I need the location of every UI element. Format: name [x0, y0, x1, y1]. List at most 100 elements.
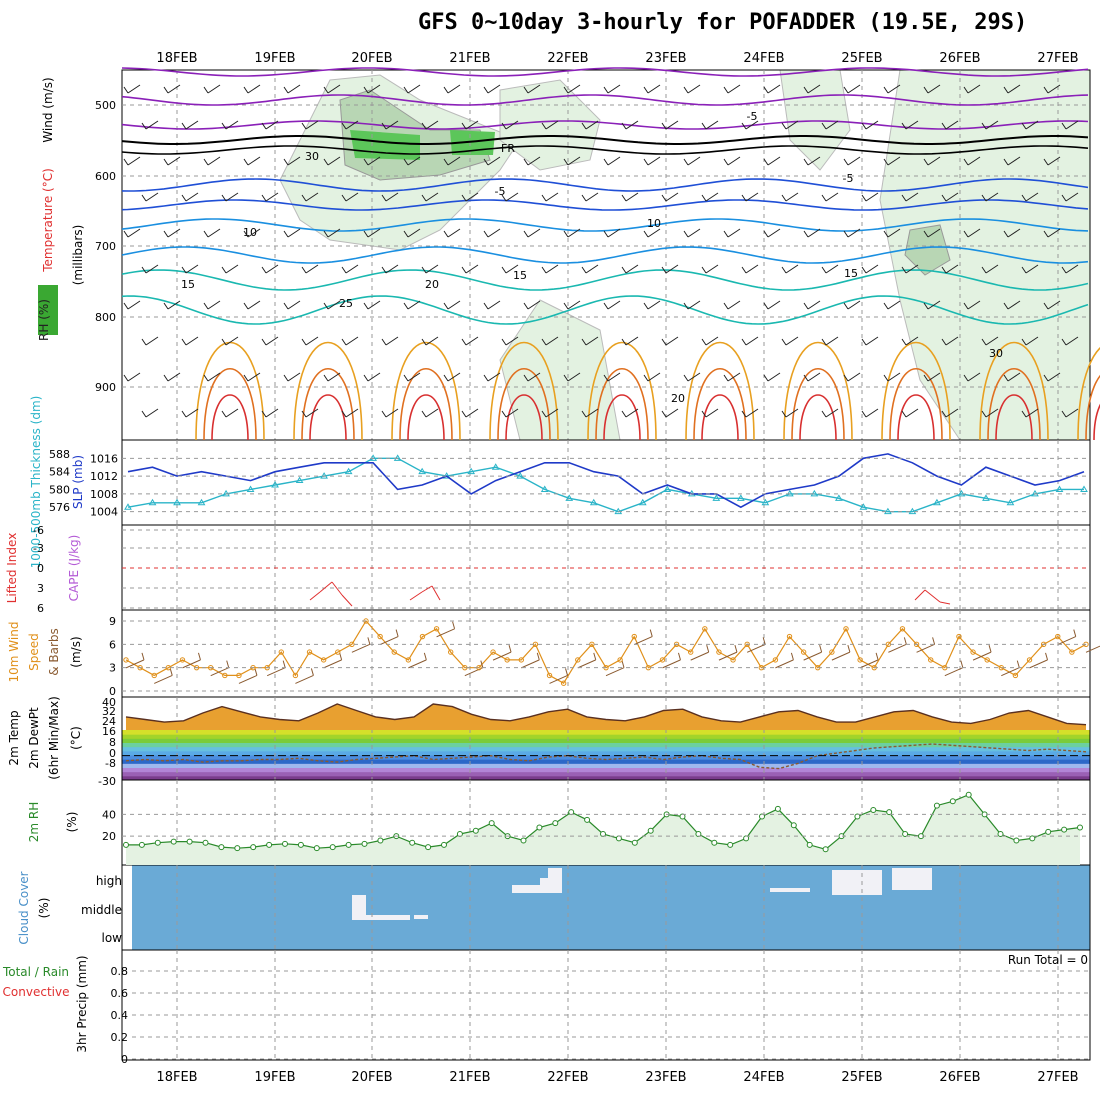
date-label-top: 19FEB	[254, 51, 295, 66]
thickness-tick: 584	[49, 466, 70, 479]
wind-barb-10m	[351, 637, 371, 653]
wind-barb	[283, 228, 301, 238]
axis-label-rh2m-unit: (%)	[65, 812, 79, 833]
wind-barb	[461, 120, 479, 130]
thickness-marker	[933, 498, 941, 506]
wind-barb	[1061, 192, 1079, 202]
rh2m-marker	[1029, 835, 1036, 842]
wind-barb	[941, 120, 959, 130]
wind-barb	[963, 372, 981, 382]
contour-label: 25	[339, 297, 353, 310]
rh2m-marker	[170, 838, 177, 845]
wind-barb	[923, 84, 941, 94]
wind-speed-marker	[433, 626, 440, 632]
wind-barb	[1003, 228, 1021, 238]
cloud-bar	[414, 915, 428, 919]
wind-barb	[563, 156, 581, 166]
temp-color-band	[122, 759, 1090, 764]
wind-barb	[603, 300, 621, 310]
rh2m-marker	[488, 820, 495, 827]
temp-tick: -8	[105, 757, 116, 770]
rh2m-marker	[202, 839, 209, 846]
rh2m-marker	[711, 839, 718, 846]
thickness-marker	[761, 498, 770, 506]
panel-frame-wind	[121, 609, 1091, 698]
wind-barb	[501, 192, 519, 202]
rh2m-marker	[234, 845, 241, 852]
rh2m-marker	[997, 831, 1004, 837]
wind-barb	[221, 336, 239, 346]
wind-barb	[981, 192, 999, 202]
temp-fill	[126, 704, 1086, 730]
surface-temp-contour	[399, 367, 453, 441]
wind-barb-10m	[182, 652, 201, 669]
axis-label-lifted-index: Lifted Index	[5, 533, 19, 604]
rh2m-marker	[902, 831, 909, 837]
rh2m-marker	[186, 838, 193, 845]
wind-speed-marker	[151, 672, 157, 679]
thickness-marker	[589, 498, 598, 506]
thickness-marker	[197, 498, 206, 506]
wind-speed-marker	[1069, 649, 1075, 655]
thickness-marker	[540, 485, 549, 492]
wind-barb-10m	[238, 668, 258, 684]
cloud-bar	[352, 895, 366, 920]
temp-color-band	[122, 738, 1090, 743]
wind-barb	[741, 408, 759, 418]
wind-barb	[163, 156, 181, 166]
surface-temp-contour	[497, 367, 551, 441]
wind-barb-10m	[577, 652, 597, 669]
wind-barb	[981, 264, 999, 274]
wind-barb	[501, 408, 519, 418]
wind-barb	[821, 408, 839, 418]
pressure-tick: 900	[95, 381, 116, 394]
wind-barb	[643, 84, 661, 94]
lifted-index-line	[914, 589, 926, 601]
wind-barb	[763, 300, 781, 310]
wind-barb	[581, 336, 599, 346]
wind-barb	[323, 228, 341, 238]
wind-barb	[1043, 228, 1061, 238]
wind-barb	[803, 84, 821, 94]
lifted-index-line	[431, 585, 441, 601]
lifted-index-line	[319, 581, 333, 593]
contour-label: 20	[671, 392, 685, 405]
wind-barb	[741, 120, 759, 130]
wind-barb	[261, 120, 279, 130]
wind-barb-10m	[1029, 652, 1049, 669]
wind-speed-marker	[956, 633, 962, 640]
date-label-bottom: 23FEB	[645, 1070, 686, 1085]
cloud-bar	[512, 885, 562, 893]
surface-temp-contour	[391, 341, 461, 441]
panel-frame-precip	[121, 949, 1091, 1061]
wind-barb	[763, 156, 781, 166]
wind-barb	[483, 372, 501, 382]
wind-barb	[683, 300, 701, 310]
axis-label-precip: 3hr Precip (mm)	[75, 955, 89, 1052]
surface-temp-contour	[293, 341, 363, 441]
wind-speed-marker	[970, 649, 976, 655]
wind-barb	[203, 156, 221, 166]
wind-barb	[701, 120, 719, 130]
wind-barb	[203, 300, 221, 310]
wind-barb	[443, 372, 461, 382]
axis-label-minmax: (6hr Min/Max)	[47, 696, 61, 780]
wind-barb	[581, 264, 599, 274]
wind-speed-marker	[419, 633, 426, 640]
wind-speed-marker	[179, 657, 186, 663]
rh2m-marker	[329, 844, 336, 851]
wind-speed-marker	[1026, 657, 1033, 663]
wind-barb	[443, 156, 461, 166]
thickness-marker	[173, 498, 181, 506]
pressure-tick: 800	[95, 311, 116, 324]
wind-barb	[1061, 336, 1079, 346]
temp-color-band	[122, 755, 1090, 760]
surface-temp-contour	[587, 341, 657, 441]
wind-barb	[941, 408, 959, 418]
wind-barb-10m	[746, 637, 766, 653]
wind-barb	[123, 156, 141, 166]
wind-barb	[221, 264, 239, 274]
wind-barb	[123, 84, 141, 94]
temp-color-band	[122, 730, 1090, 735]
